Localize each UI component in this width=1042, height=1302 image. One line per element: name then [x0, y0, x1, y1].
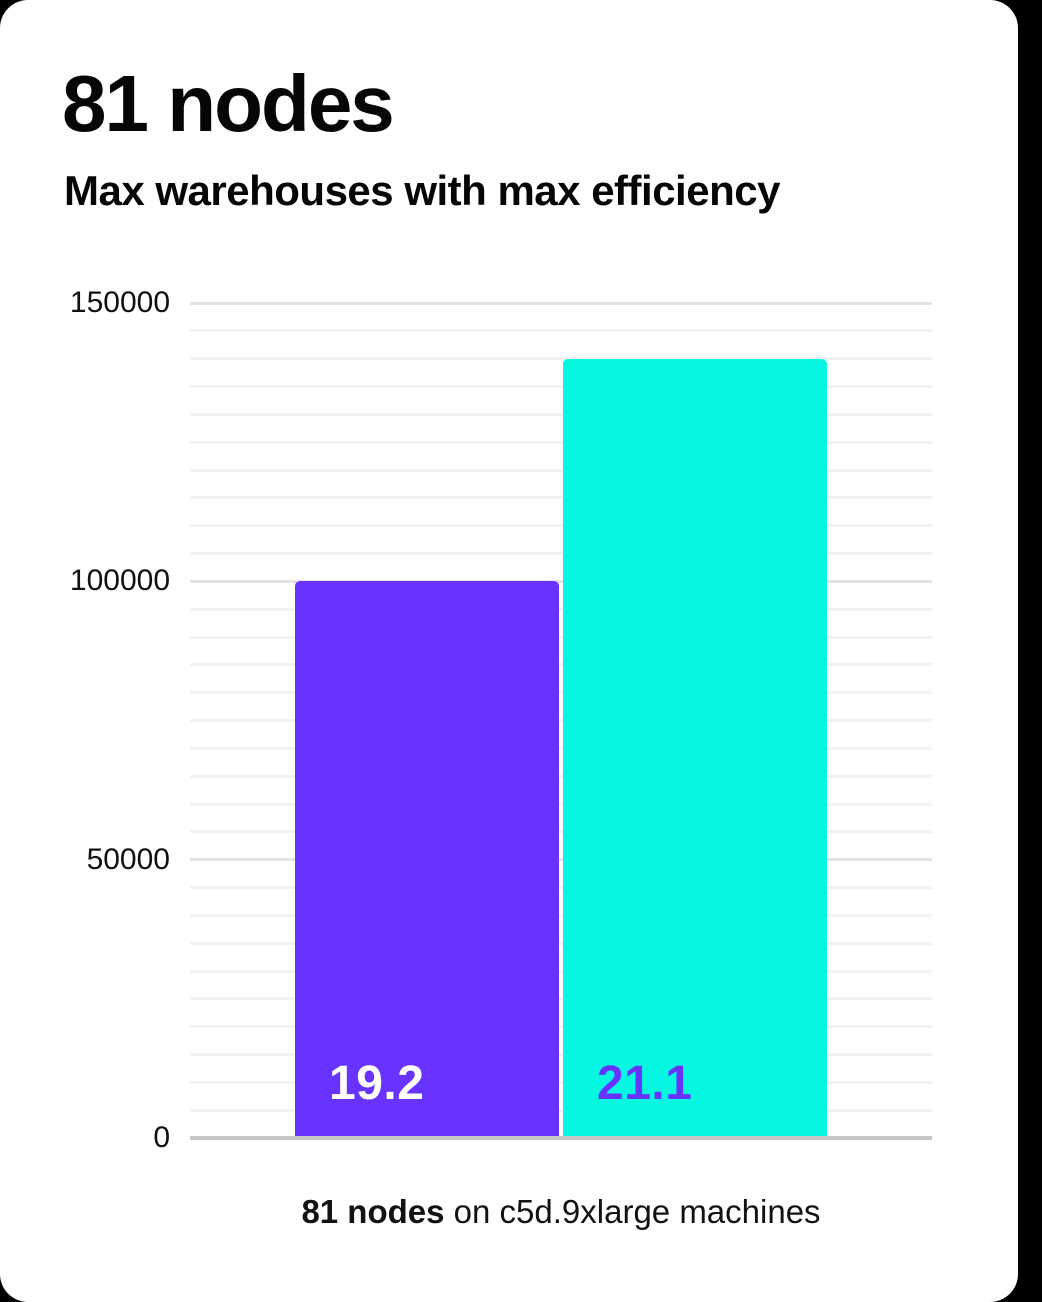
chart-title: 81 nodes — [62, 59, 395, 148]
minor-gridline — [190, 969, 932, 973]
minor-gridline — [190, 357, 932, 361]
minor-gridline — [190, 1025, 932, 1029]
major-gridline — [190, 579, 932, 583]
minor-gridline — [190, 830, 932, 834]
minor-gridline — [190, 1053, 932, 1056]
minor-gridline — [190, 496, 932, 500]
minor-gridline — [190, 552, 932, 555]
caption-highlight: 81 nodes — [301, 1193, 445, 1230]
bar-21-1: 21.1 — [563, 358, 827, 1138]
minor-gridline — [190, 886, 932, 889]
chart-card: 81 nodes Max warehouses with max efficie… — [0, 0, 1018, 1302]
bar-19-2: 19.2 — [295, 581, 559, 1138]
minor-gridline — [190, 941, 932, 945]
minor-gridline — [190, 913, 932, 917]
minor-gridline — [190, 524, 932, 528]
minor-gridline — [190, 385, 932, 388]
y-tick-label: 0 — [153, 1121, 170, 1154]
major-gridline — [190, 301, 932, 305]
minor-gridline — [190, 746, 932, 750]
y-tick-label: 50000 — [86, 842, 170, 876]
minor-gridline — [190, 635, 932, 639]
chart-subtitle: Max warehouses with max efficiency — [64, 167, 780, 214]
minor-gridline — [190, 691, 932, 695]
minor-gridline — [190, 997, 932, 1001]
x-axis-line — [190, 1136, 932, 1140]
y-tick-label: 100000 — [69, 564, 170, 598]
bar-value-label: 19.2 — [329, 1057, 425, 1110]
minor-gridline — [190, 440, 932, 444]
minor-gridline — [190, 719, 932, 722]
minor-gridline — [190, 774, 932, 778]
chart-caption: 81 nodes on c5d.9xlarge machines — [190, 1192, 932, 1232]
minor-gridline — [190, 663, 932, 667]
major-gridline — [190, 858, 932, 862]
minor-gridline — [190, 802, 932, 806]
y-tick-label: 150000 — [69, 286, 170, 319]
caption-text: on c5d.9xlarge machines — [444, 1193, 821, 1230]
bar-value-label: 21.1 — [597, 1057, 693, 1110]
plot-area: 19.2 21.1 — [190, 301, 932, 1140]
minor-gridline — [190, 468, 932, 472]
minor-gridline — [190, 412, 932, 416]
minor-gridline — [190, 329, 932, 333]
minor-gridline — [190, 1080, 932, 1084]
y-axis-tick-labels: 0 50000 100000 150000 — [0, 288, 170, 1153]
minor-gridline — [190, 607, 932, 611]
minor-gridline — [190, 1108, 932, 1112]
